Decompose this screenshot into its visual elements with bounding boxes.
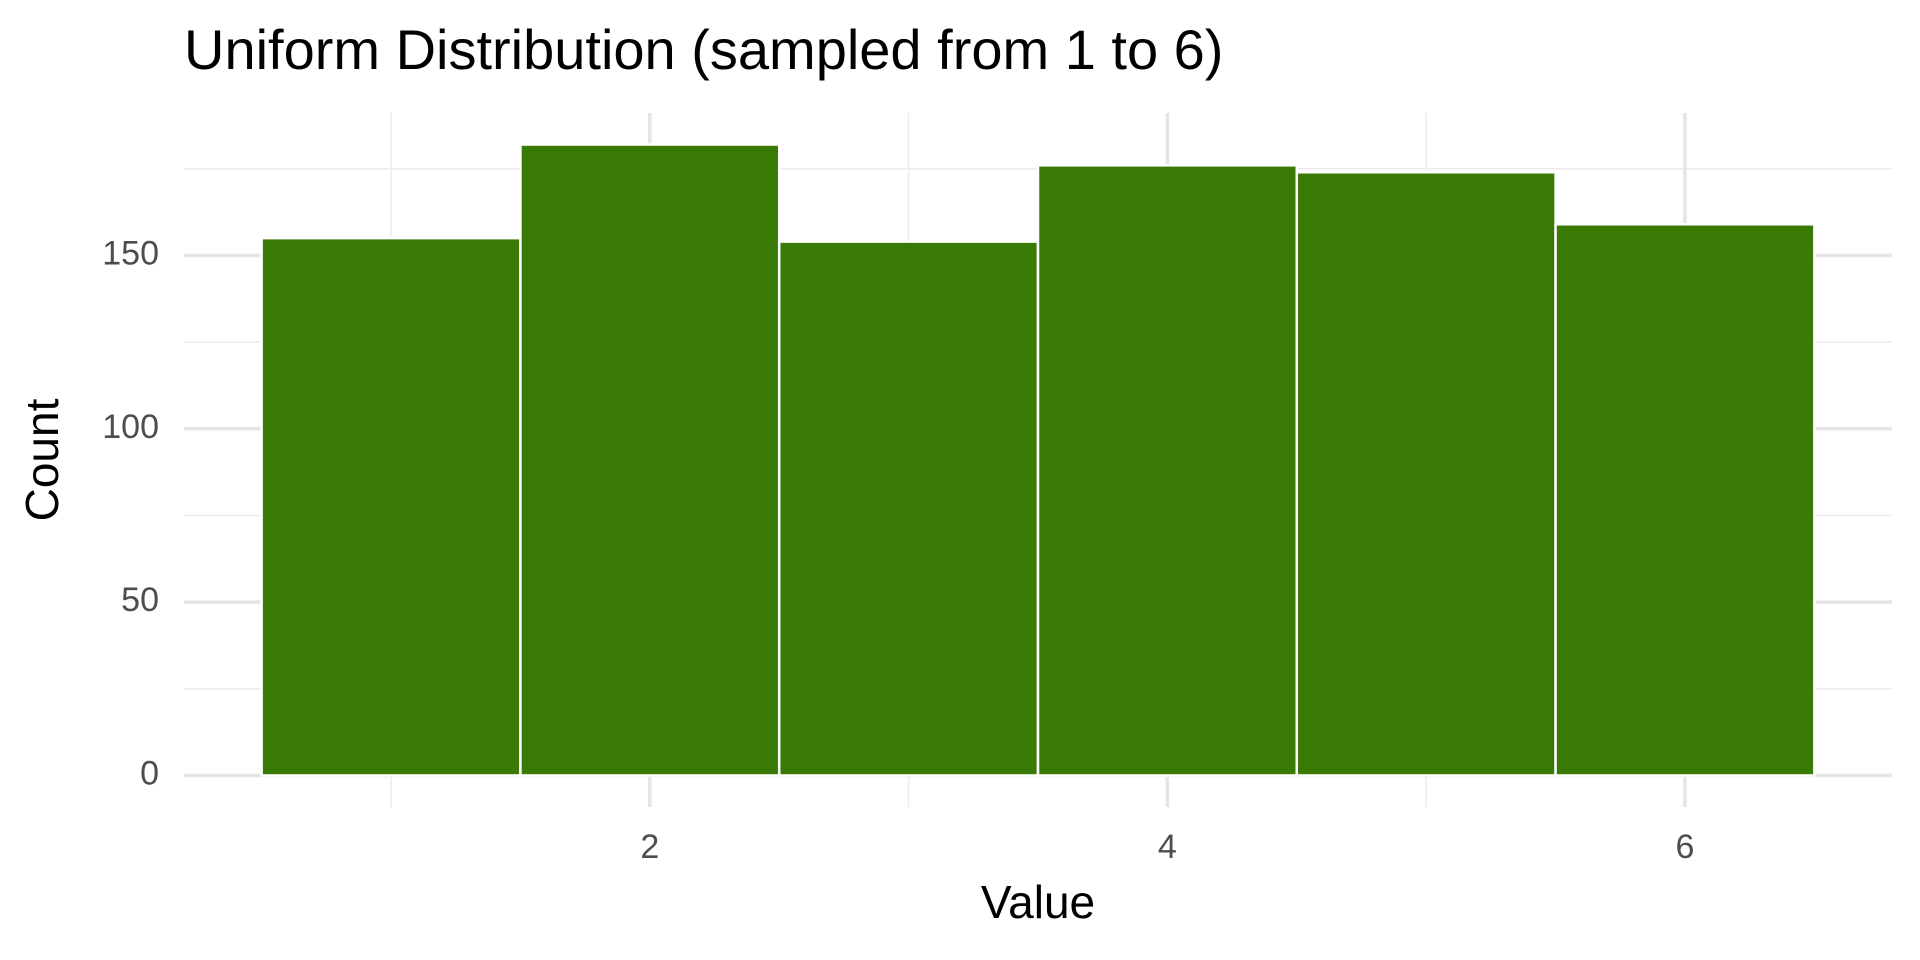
x-tick-label: 6 bbox=[1676, 828, 1695, 866]
bar bbox=[519, 143, 781, 777]
y-tick-label: 50 bbox=[121, 581, 159, 619]
y-tick-label: 100 bbox=[102, 408, 159, 446]
bar bbox=[1295, 171, 1557, 777]
y-tick-label: 0 bbox=[140, 754, 159, 792]
bar bbox=[1036, 164, 1299, 777]
bar bbox=[777, 240, 1040, 777]
bar bbox=[1554, 223, 1816, 777]
x-axis-title: Value bbox=[981, 876, 1095, 928]
y-axis-title: Count bbox=[16, 398, 68, 521]
x-tick-label: 2 bbox=[640, 828, 659, 866]
x-tick-label: 4 bbox=[1158, 828, 1177, 866]
chart-title: Uniform Distribution (sampled from 1 to … bbox=[184, 18, 1223, 81]
y-tick-label: 150 bbox=[102, 234, 159, 272]
bar bbox=[260, 236, 522, 777]
